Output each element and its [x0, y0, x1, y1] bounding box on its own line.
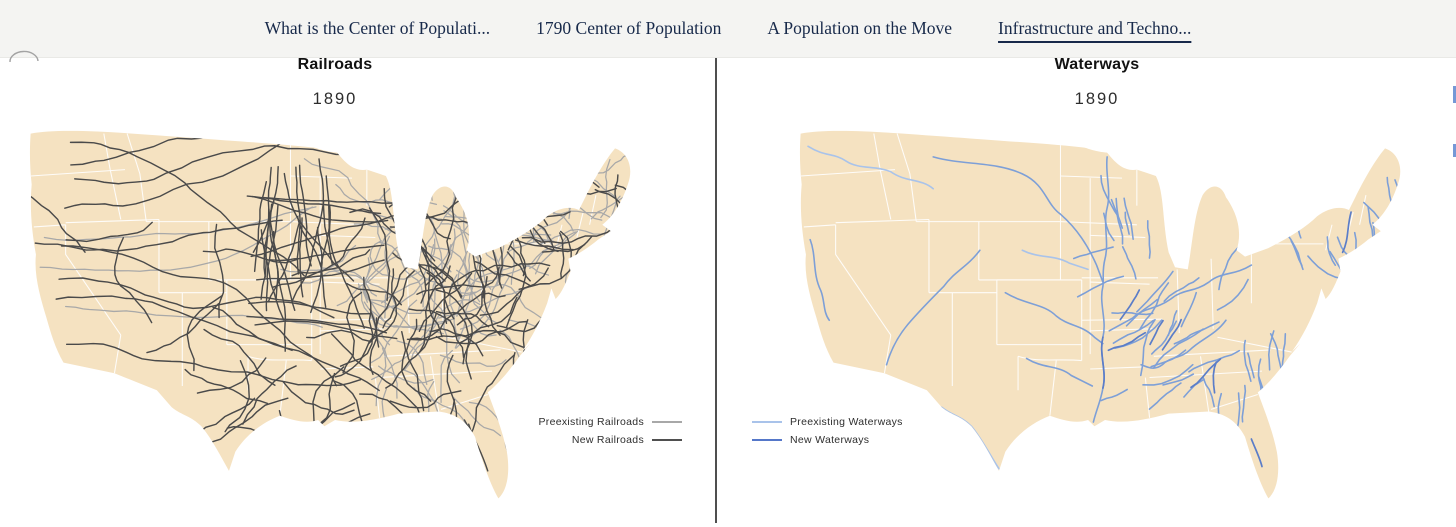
top-navigation: What is the Center of Populati... 1790 C… [0, 0, 1456, 58]
waterways-map [772, 110, 1456, 527]
new-waterways-swatch [752, 439, 782, 441]
railroads-title: Railroads [297, 56, 373, 73]
new-waterways-label: New Waterways [790, 434, 870, 446]
scrollbar-fragment[interactable] [1453, 86, 1456, 103]
waterways-title: Waterways [1054, 56, 1140, 73]
legend-row-new-waterways: New Waterways [752, 431, 972, 449]
new-railroads-swatch [652, 439, 682, 441]
circle-arc [9, 50, 39, 63]
preexisting-waterways-label: Preexisting Waterways [790, 416, 903, 428]
legend-row-preexisting-waterways: Preexisting Waterways [752, 413, 972, 431]
partial-circle-button[interactable] [6, 42, 44, 64]
preexisting-railroads-label: Preexisting Railroads [538, 416, 644, 428]
railroads-year: 1890 [312, 90, 358, 108]
tab-1790-center-of-population[interactable]: 1790 Center of Population [536, 18, 722, 38]
legend-row-new-railroads: New Railroads [482, 431, 682, 449]
tab-what-is-center-of-population[interactable]: What is the Center of Populati... [264, 18, 491, 38]
waterways-year: 1890 [1074, 90, 1120, 108]
scrollbar-fragment[interactable] [1453, 144, 1456, 157]
tab-population-on-the-move[interactable]: A Population on the Move [767, 18, 953, 38]
railroads-legend: Preexisting Railroads New Railroads [482, 413, 682, 449]
tab-infrastructure-and-technology[interactable]: Infrastructure and Techno... [998, 18, 1192, 38]
preexisting-waterways-swatch [752, 421, 782, 423]
railroads-map [2, 110, 702, 527]
waterways-legend: Preexisting Waterways New Waterways [752, 413, 972, 449]
legend-row-preexisting-railroads: Preexisting Railroads [482, 413, 682, 431]
new-railroads-label: New Railroads [571, 434, 644, 446]
preexisting-railroads-swatch [652, 421, 682, 423]
panel-divider [715, 57, 717, 523]
